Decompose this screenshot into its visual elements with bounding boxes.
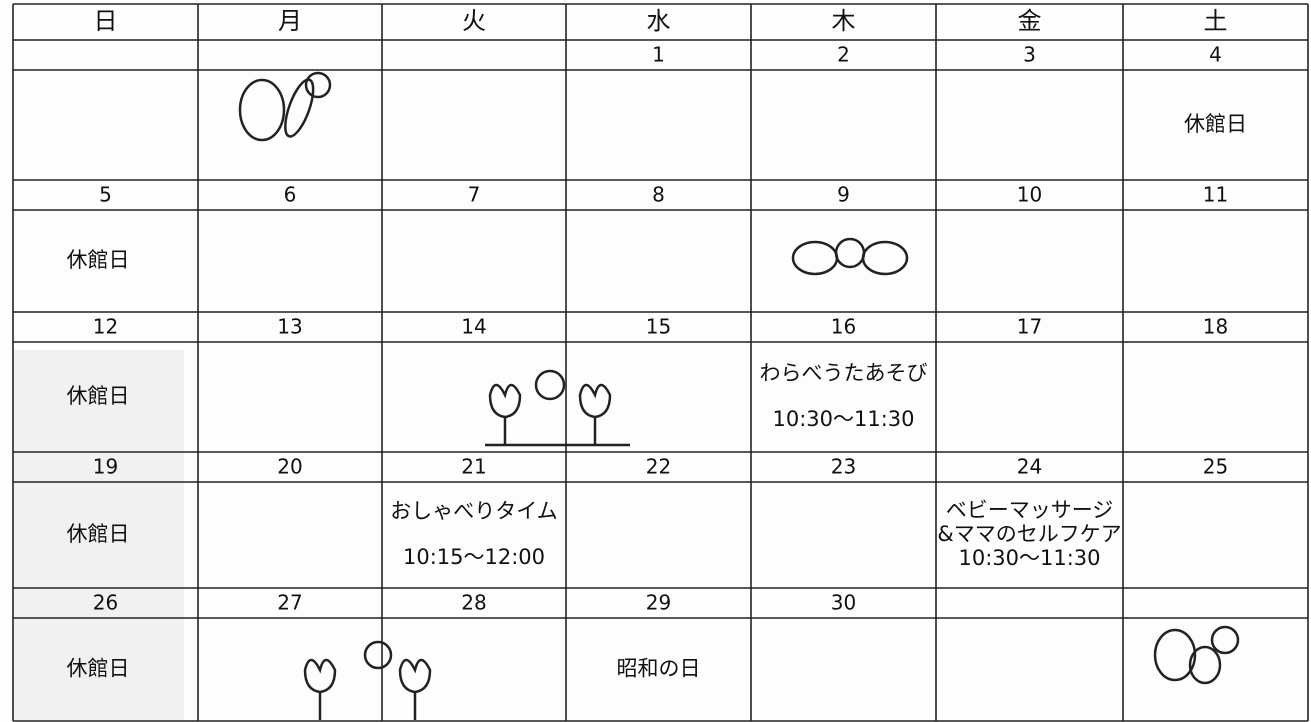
date-number: 7 (468, 183, 481, 207)
weekday-header: 金 (1018, 7, 1042, 35)
date-number: 3 (1023, 43, 1036, 67)
date-number: 13 (277, 315, 302, 339)
butterfly (1153, 625, 1240, 685)
date-number: 5 (99, 183, 112, 207)
date-number: 10 (1017, 183, 1042, 207)
weekday-header: 木 (832, 7, 856, 35)
weekday-header: 月 (278, 7, 302, 35)
date-number: 15 (646, 315, 671, 339)
event-text: ベビーマッサージ (946, 498, 1114, 522)
date-number: 28 (461, 591, 486, 615)
event-text: 10:30〜11:30 (958, 546, 1100, 570)
weekday-header: 水 (647, 7, 671, 35)
decorations (238, 71, 1240, 720)
event-text: 休館日 (67, 384, 130, 408)
weekday-header: 火 (462, 7, 486, 35)
date-number: 16 (831, 315, 856, 339)
event-text: 休館日 (67, 657, 130, 681)
event-text: 昭和の日 (617, 657, 701, 681)
event-text: わらべうたあそび (760, 361, 928, 385)
date-number: 1 (652, 43, 665, 67)
date-number: 2 (837, 43, 850, 67)
date-number: 26 (93, 591, 118, 615)
date-number: 17 (1017, 315, 1042, 339)
weekday-header: 日 (94, 7, 118, 35)
tulips (303, 640, 432, 720)
date-number: 20 (277, 455, 302, 479)
date-number: 4 (1209, 43, 1222, 67)
tulips (485, 369, 630, 447)
shaded-sundays (14, 350, 184, 720)
date-number: 25 (1203, 455, 1228, 479)
event-text: おしゃべりタイム (390, 499, 558, 523)
date-number: 19 (93, 455, 118, 479)
butterfly (791, 237, 909, 276)
date-number: 12 (93, 315, 118, 339)
event-text: 10:30〜11:30 (772, 407, 914, 431)
date-number: 6 (284, 183, 297, 207)
weekday-header: 土 (1204, 7, 1228, 35)
butterfly (238, 71, 332, 142)
event-text: 10:15〜12:00 (403, 545, 545, 569)
date-number: 8 (652, 183, 665, 207)
event-text: 休館日 (67, 248, 130, 272)
date-number: 22 (646, 455, 671, 479)
date-number: 21 (461, 455, 486, 479)
date-number: 23 (831, 455, 856, 479)
event-text: 休館日 (1184, 112, 1247, 136)
date-number: 24 (1017, 455, 1042, 479)
date-number: 11 (1203, 183, 1228, 207)
date-number: 9 (837, 183, 850, 207)
date-number: 14 (461, 315, 486, 339)
date-number: 18 (1203, 315, 1228, 339)
date-number: 30 (831, 591, 856, 615)
event-text: 休館日 (67, 522, 130, 546)
date-number: 29 (646, 591, 671, 615)
event-text: &ママのセルフケア (937, 522, 1121, 546)
date-number: 27 (277, 591, 302, 615)
